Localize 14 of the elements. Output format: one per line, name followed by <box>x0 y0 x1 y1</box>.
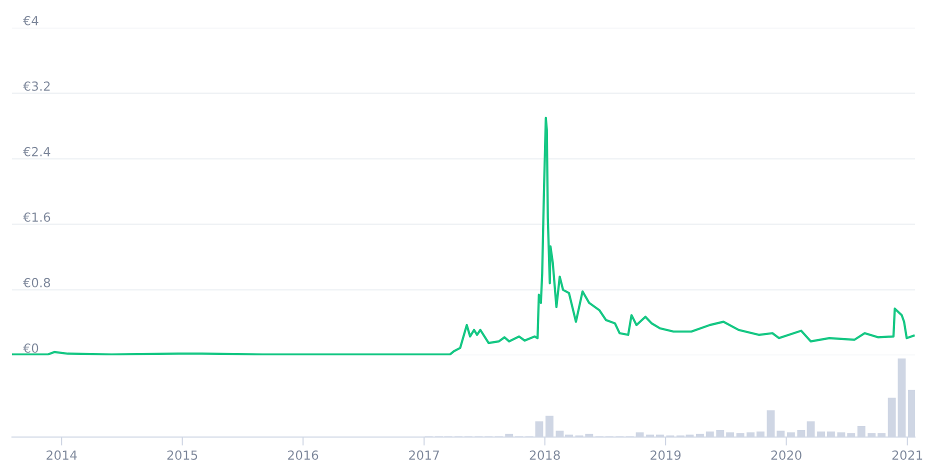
y-tick-label: €3.2 <box>23 81 50 91</box>
x-tick-label: 2015 <box>167 450 198 460</box>
x-tick-label: 2021 <box>892 450 922 460</box>
x-tick-label: 2019 <box>650 450 681 460</box>
y-tick-label: €0 <box>23 343 38 353</box>
x-tick-label: 2014 <box>46 450 77 460</box>
y-tick-label: €2.4 <box>23 146 50 156</box>
x-tick-label: 2017 <box>409 450 439 460</box>
y-tick-label: €4 <box>23 16 38 26</box>
y-tick-label: €1.6 <box>23 212 50 222</box>
x-tick-label: 2018 <box>530 450 560 460</box>
x-tick-label: 2020 <box>771 450 802 460</box>
x-tick-label: 2016 <box>288 450 318 460</box>
y-tick-label: €0.8 <box>23 278 50 288</box>
